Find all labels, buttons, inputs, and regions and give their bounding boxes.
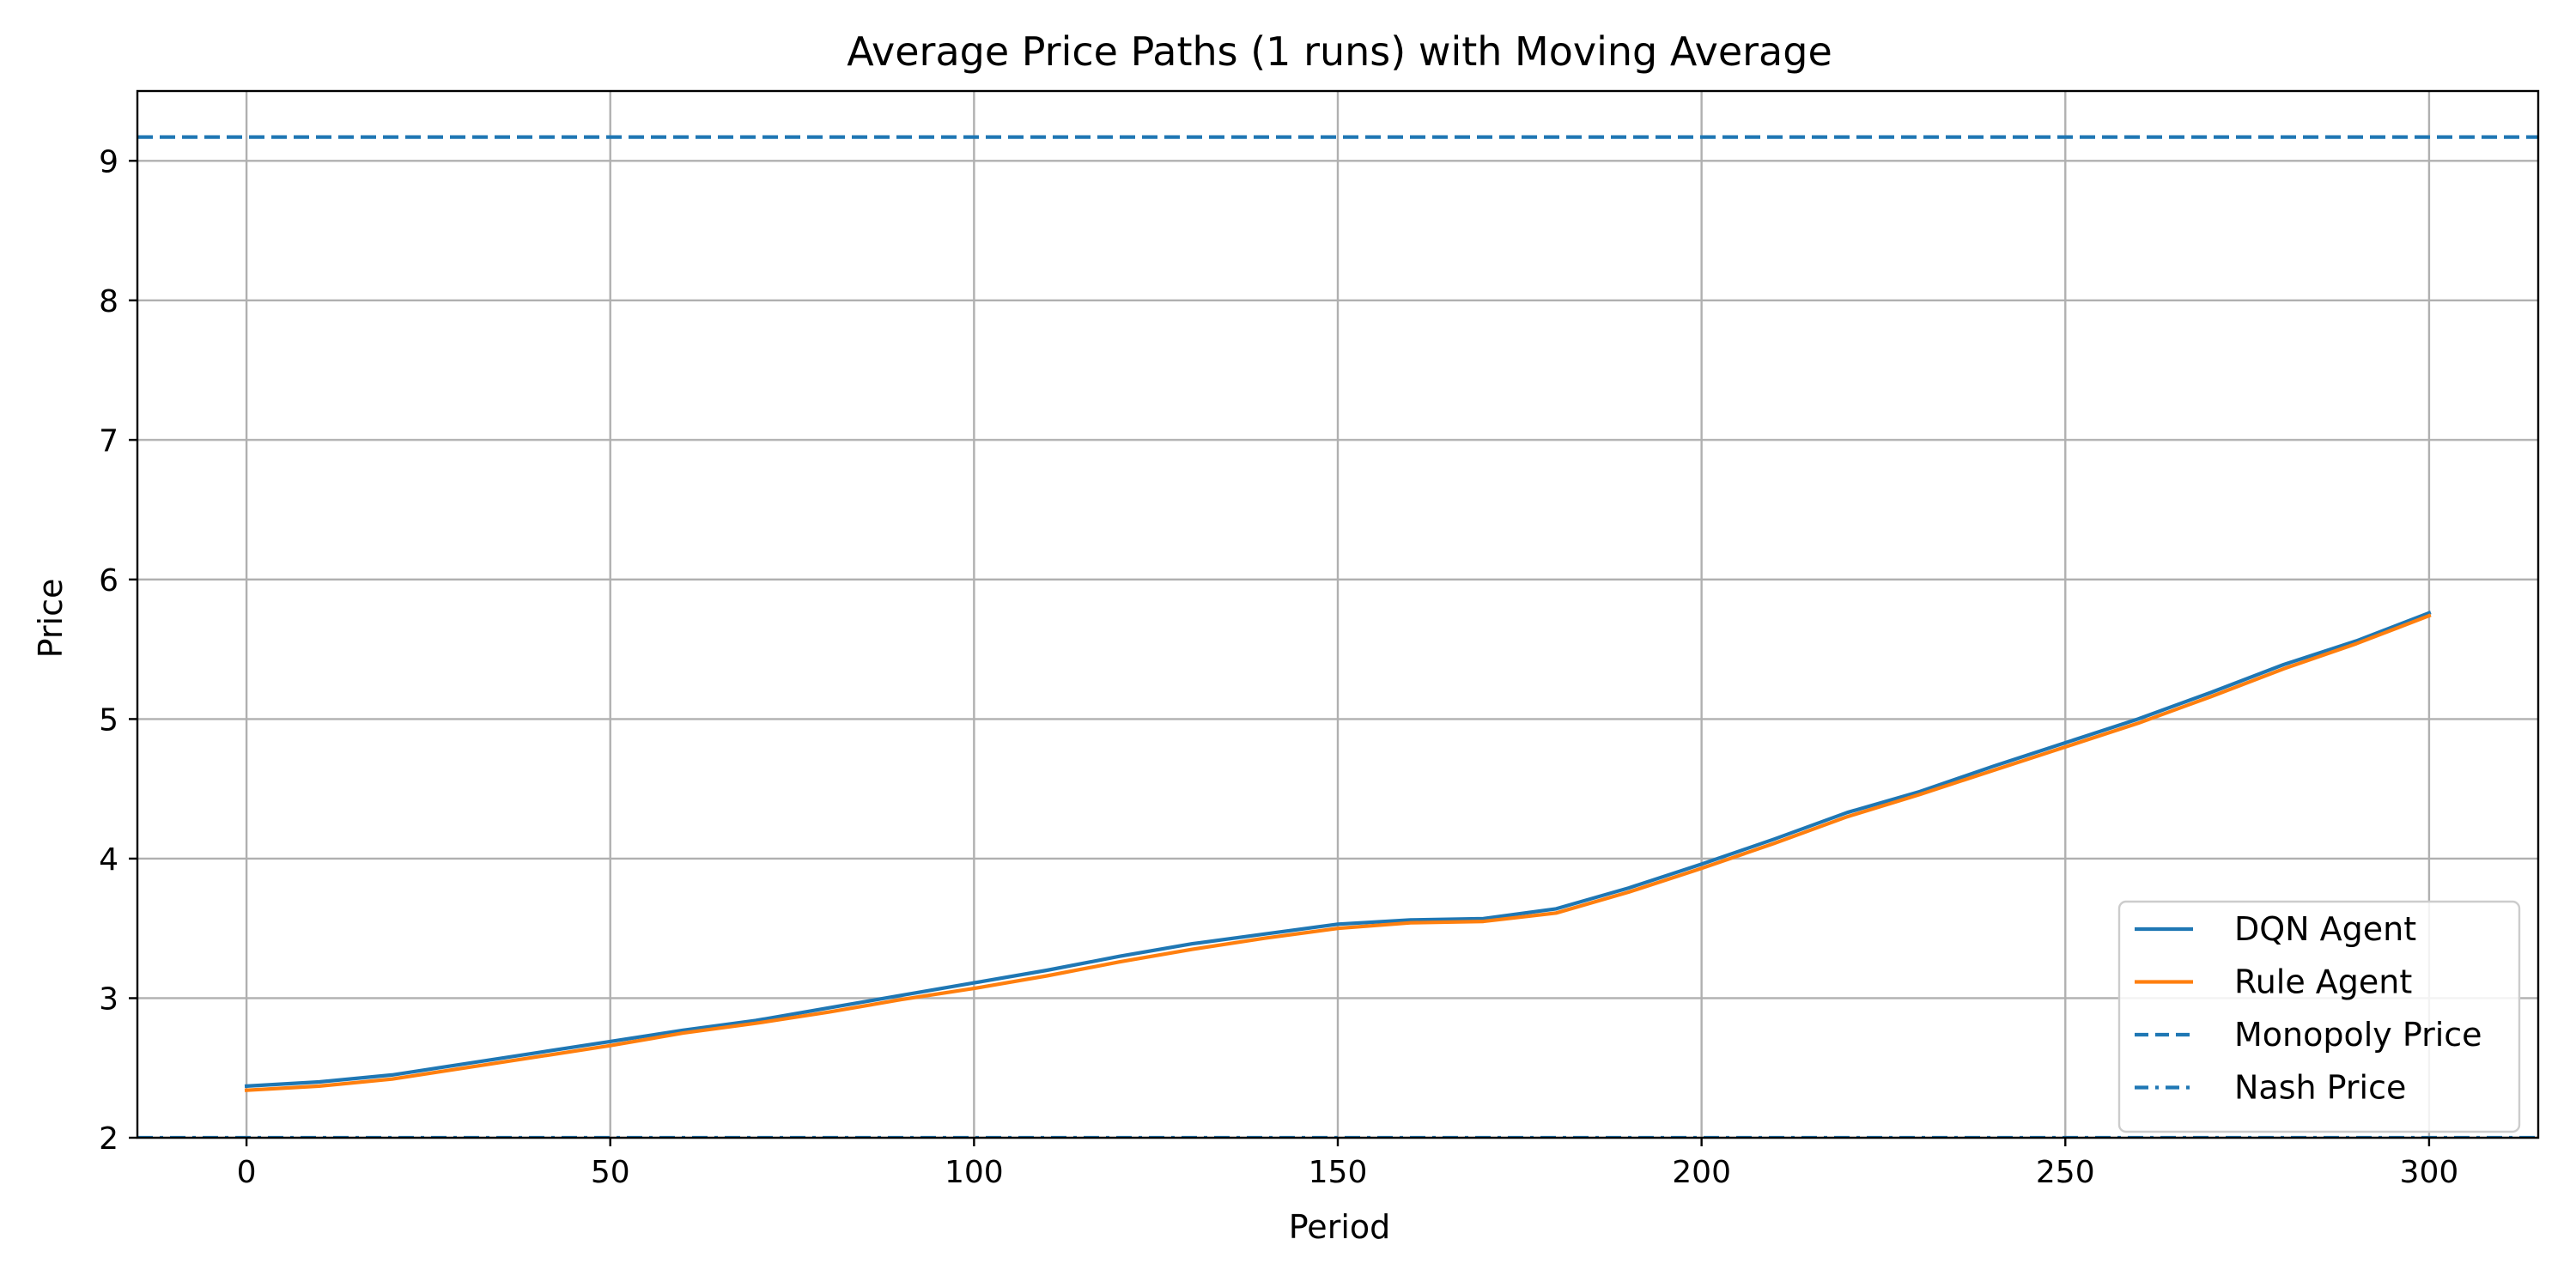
x-tick-label: 200 bbox=[1672, 1155, 1731, 1190]
x-tick-label: 50 bbox=[591, 1155, 630, 1190]
y-tick-label: 4 bbox=[99, 842, 118, 878]
x-tick-label: 250 bbox=[2036, 1155, 2095, 1190]
y-tick-label: 8 bbox=[99, 284, 118, 319]
x-tick-label: 100 bbox=[945, 1155, 1004, 1190]
y-tick-label: 6 bbox=[99, 563, 118, 598]
legend-box bbox=[2117, 900, 2521, 1133]
legend-label: Nash Price bbox=[2234, 1069, 2406, 1107]
y-tick-label: 3 bbox=[99, 981, 118, 1017]
series-line-dqn-agent bbox=[244, 611, 2432, 1089]
series-line-rule-agent bbox=[244, 613, 2432, 1092]
y-tick-label: 7 bbox=[99, 423, 118, 459]
y-tick-label: 9 bbox=[99, 144, 118, 179]
y-tick-label: 2 bbox=[99, 1121, 118, 1157]
x-tick-label: 300 bbox=[2400, 1155, 2459, 1190]
legend-label: Rule Agent bbox=[2234, 963, 2412, 1001]
x-tick-label: 0 bbox=[237, 1155, 257, 1190]
legend: DQN Agent Rule Agent Monopoly Price Nash Pr… bbox=[2117, 900, 2521, 1133]
chart-title: Average Price Paths (1 runs) with Moving… bbox=[847, 28, 1832, 75]
y-axis-label: Price bbox=[32, 579, 70, 659]
legend-label: Monopoly Price bbox=[2234, 1016, 2482, 1054]
x-tick-label: 150 bbox=[1309, 1155, 1368, 1190]
y-tick-label: 5 bbox=[99, 702, 118, 738]
plot-area: 0 50 100 150 200 250 300 2 3 4 5 6 7 8 9 bbox=[99, 89, 2540, 1190]
x-axis-label: Period bbox=[1289, 1208, 1391, 1246]
legend-label: DQN Agent bbox=[2234, 910, 2416, 948]
